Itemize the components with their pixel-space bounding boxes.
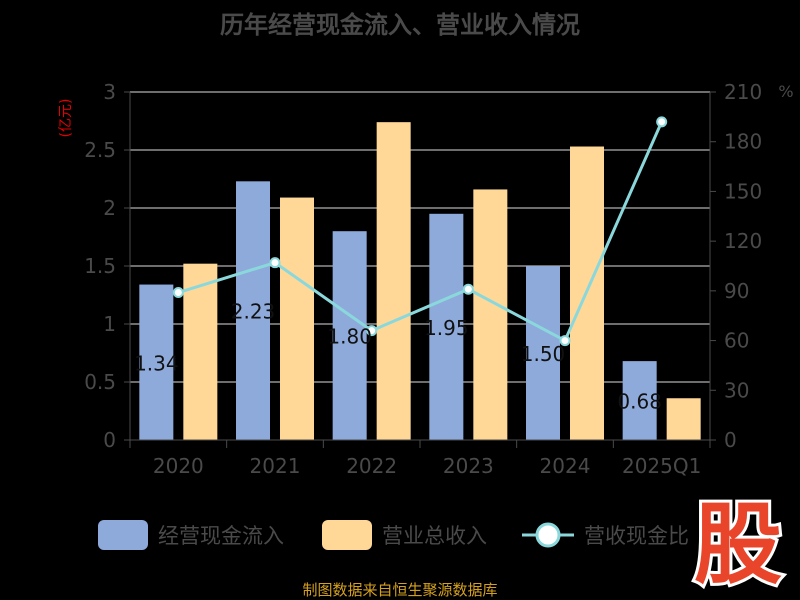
left-axis-tick-label: 0.5	[84, 370, 116, 394]
right-axis-tick-label: 180	[724, 130, 762, 154]
logo-glyph: 股	[694, 493, 782, 596]
x-axis-tick-label: 2025Q1	[622, 454, 701, 478]
legend-swatch-revenue	[322, 520, 372, 550]
left-axis-tick-label: 1	[103, 312, 116, 336]
data-labels: 1.34 2.23 1.80 1.95 1.50 0.68	[134, 300, 662, 414]
x-axis-tick-label: 2022	[346, 454, 397, 478]
bars	[139, 122, 701, 440]
x-axis-tick-label: 2024	[540, 454, 591, 478]
chart-title: 历年经营现金流入、营业收入情况	[220, 11, 580, 39]
bar-data-label: 1.50	[521, 342, 566, 366]
bar	[473, 189, 508, 440]
x-axis-tick-label: 2020	[153, 454, 204, 478]
ratio-point	[656, 116, 668, 128]
right-axis-unit: %	[778, 82, 793, 101]
ratio-point	[172, 287, 184, 299]
left-axis-tick-label: 3	[103, 80, 116, 104]
left-axis-tick-label: 0	[103, 428, 116, 452]
legend-label-cash-inflow: 经营现金流入	[158, 524, 284, 548]
right-axis-tick-label: 0	[724, 428, 737, 452]
ratio-point	[269, 257, 281, 269]
right-axis-tick-label: 90	[724, 279, 749, 303]
left-axis-tick-label: 1.5	[84, 254, 116, 278]
left-axis-tick-label: 2.5	[84, 138, 116, 162]
ratio-point	[559, 335, 571, 347]
left-axis-tick-label: 2	[103, 196, 116, 220]
bar	[332, 231, 367, 440]
legend-marker-ratio	[535, 522, 561, 548]
bar-data-label: 0.68	[617, 390, 662, 414]
bar	[376, 122, 411, 440]
bar-data-label: 1.34	[134, 351, 179, 375]
ratio-line-layer	[172, 116, 668, 347]
bar	[526, 266, 560, 440]
right-axis-tick-label: 60	[724, 329, 749, 353]
right-axis-tick-label: 120	[724, 229, 762, 253]
gridlines	[130, 91, 710, 383]
legend-label-ratio: 营收现金比	[584, 524, 689, 548]
ratio-point	[366, 325, 378, 337]
source-note: 制图数据来自恒生聚源数据库	[302, 581, 497, 599]
bar	[429, 213, 464, 440]
logo: 股	[691, 490, 785, 599]
left-axis-unit: (亿元)	[58, 99, 74, 138]
right-axis-tick-label: 210	[724, 80, 762, 104]
legend: 经营现金流入 营业总收入 营收现金比	[98, 520, 689, 550]
right-axis-tick-label: 30	[724, 378, 749, 402]
legend-label-revenue: 营业总收入	[382, 524, 487, 548]
bar	[183, 263, 218, 440]
bar	[139, 284, 174, 440]
x-axis-tick-label: 2021	[250, 454, 301, 478]
right-axis-tick-label: 150	[724, 179, 762, 203]
bar	[622, 361, 657, 440]
bar-data-label: 1.95	[424, 316, 469, 340]
ratio-line	[177, 121, 664, 343]
bar	[666, 398, 701, 440]
bar-data-label: 1.80	[327, 325, 372, 349]
x-axis-tick-label: 2023	[443, 454, 494, 478]
bar-data-label: 2.23	[231, 300, 276, 324]
ratio-point	[462, 283, 474, 295]
legend-swatch-cash-inflow	[98, 520, 148, 550]
bar	[236, 181, 270, 440]
bar	[280, 197, 314, 440]
